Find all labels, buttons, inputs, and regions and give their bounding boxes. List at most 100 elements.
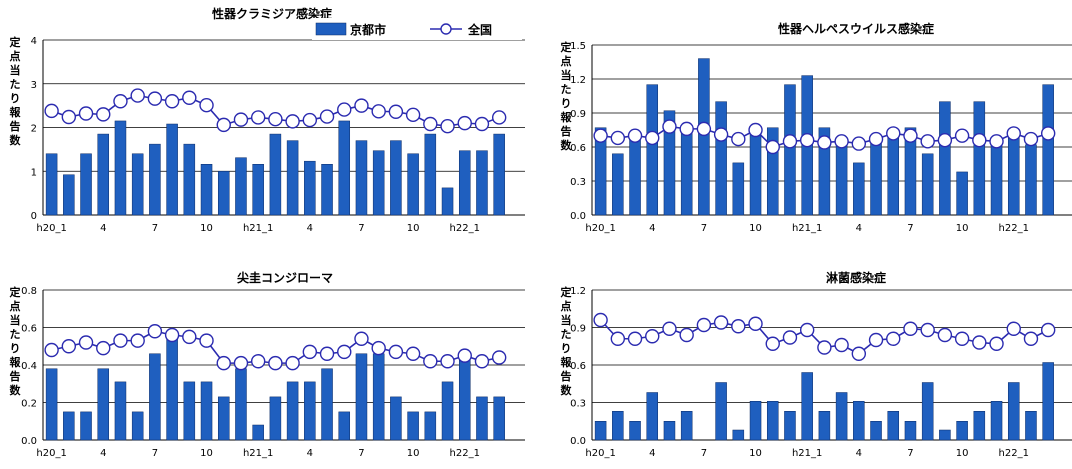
- x-tick-label: 7: [907, 448, 913, 459]
- line-point: [713, 315, 729, 330]
- line-point: [662, 321, 677, 336]
- y-tick-label: 1.2: [570, 75, 586, 86]
- bar: [818, 411, 831, 441]
- bar: [390, 396, 402, 441]
- line-point: [61, 339, 77, 354]
- y-tick-label: 0.6: [570, 361, 586, 372]
- line-point: [696, 121, 712, 137]
- line-point: [285, 114, 300, 129]
- line-point: [147, 324, 163, 339]
- bar: [921, 153, 934, 216]
- x-tick-label: 4: [856, 223, 862, 234]
- bar: [973, 411, 986, 441]
- y-tick-label: 0.0: [570, 436, 586, 447]
- line-point: [627, 331, 643, 346]
- bar: [939, 101, 951, 216]
- bar: [818, 127, 831, 216]
- line-point: [903, 321, 918, 336]
- bar: [149, 143, 161, 216]
- bar: [680, 127, 693, 216]
- bar: [904, 421, 917, 441]
- line-point: [765, 336, 780, 351]
- line-point: [886, 331, 901, 346]
- x-tick-label: 7: [152, 448, 158, 459]
- bar: [939, 429, 951, 441]
- line-point: [44, 342, 59, 358]
- line-point: [679, 327, 694, 343]
- line-point: [868, 131, 884, 147]
- x-tick-label: h22_1: [450, 223, 480, 234]
- bar: [887, 136, 900, 216]
- bar: [217, 396, 230, 441]
- line-point: [491, 350, 507, 365]
- bar: [80, 153, 92, 216]
- x-tick-label: 10: [200, 448, 213, 459]
- bar: [252, 424, 264, 441]
- x-tick-label: 7: [701, 223, 707, 234]
- bar: [835, 144, 848, 216]
- line-point: [388, 104, 404, 119]
- bar: [304, 160, 316, 216]
- line-point: [765, 139, 780, 155]
- line-point: [817, 135, 832, 150]
- bar: [766, 127, 779, 216]
- x-tick-label: 4: [307, 223, 313, 234]
- x-tick-label: 4: [649, 448, 655, 459]
- bar: [1025, 411, 1037, 441]
- y-tick-label: 3: [31, 80, 37, 91]
- x-tick-label: h20_1: [585, 223, 615, 234]
- y-tick-label: 1: [31, 167, 37, 178]
- x-tick-label: 4: [100, 223, 106, 234]
- bar: [235, 157, 247, 216]
- line-point: [748, 122, 763, 138]
- line-point: [354, 98, 369, 113]
- y-tick-label: 0.6: [570, 143, 586, 154]
- y-tick-label: 0.4: [21, 361, 37, 372]
- x-tick-label: 10: [407, 448, 420, 459]
- bar: [766, 401, 779, 441]
- bar: [269, 133, 282, 216]
- line-point: [216, 117, 231, 133]
- line-point: [954, 331, 970, 346]
- line-point: [1040, 322, 1056, 338]
- bar: [853, 162, 865, 216]
- line-point: [903, 128, 918, 143]
- bar: [321, 164, 333, 216]
- y-axis-label: 定点当たり報告数: [561, 285, 573, 397]
- x-tick-label: h22_1: [450, 448, 480, 459]
- line-point: [1040, 126, 1056, 141]
- x-tick-label: 4: [100, 448, 106, 459]
- bar: [183, 143, 196, 216]
- chart-title: 性器クラミジア感染症: [211, 6, 332, 21]
- x-tick-label: h20_1: [585, 448, 615, 459]
- bar: [835, 392, 848, 441]
- bar: [646, 392, 659, 441]
- chart-title: 淋菌感染症: [826, 270, 886, 285]
- chart-title: 性器ヘルペスウイルス感染症: [777, 21, 934, 36]
- x-tick-label: 7: [907, 223, 913, 234]
- y-tick-label: 0.6: [21, 324, 37, 335]
- line-point: [233, 355, 249, 371]
- y-tick-label: 0.0: [570, 211, 586, 222]
- bar: [114, 120, 127, 216]
- line-point: [285, 355, 300, 371]
- line-point: [164, 94, 180, 109]
- line-point: [886, 126, 901, 141]
- line-point: [319, 346, 335, 361]
- y-tick-label: 0.3: [570, 399, 586, 410]
- bar: [1025, 144, 1037, 216]
- x-tick-label: 4: [649, 223, 655, 234]
- line-point: [250, 110, 266, 125]
- x-tick-label: h21_1: [792, 223, 822, 234]
- y-tick-label: 0.2: [21, 399, 37, 410]
- bar: [269, 396, 282, 441]
- bar: [904, 127, 917, 216]
- line-point: [474, 116, 490, 132]
- line-point: [782, 134, 798, 149]
- bar: [441, 187, 454, 216]
- x-tick-label: h21_1: [243, 223, 273, 234]
- line-point: [164, 327, 180, 343]
- legend-line-marker: [440, 23, 452, 35]
